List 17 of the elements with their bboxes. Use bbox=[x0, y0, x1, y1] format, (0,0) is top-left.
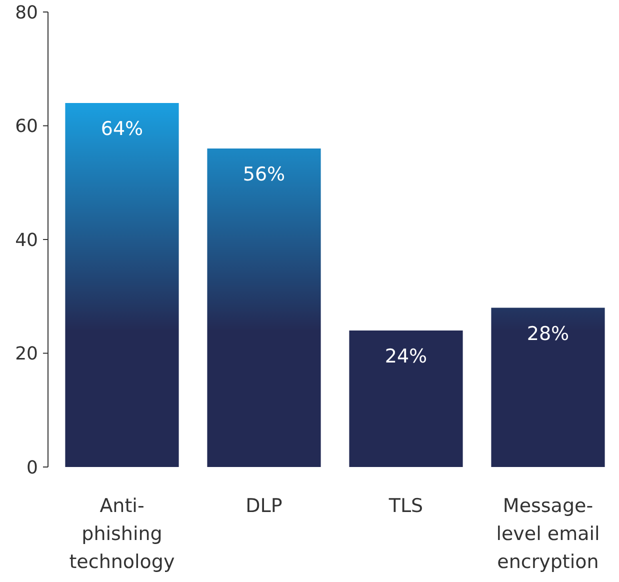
x-tick-label: Message-level email encryption bbox=[496, 495, 600, 573]
x-tick-label: TLS bbox=[388, 495, 424, 517]
x-tick-label: Anti-phishing technology bbox=[69, 495, 175, 573]
y-tick-label: 0 bbox=[26, 457, 38, 478]
bar bbox=[65, 103, 179, 467]
data-label: 56% bbox=[242, 164, 286, 186]
y-tick-label: 60 bbox=[15, 116, 38, 138]
bar bbox=[207, 148, 321, 467]
bar bbox=[349, 330, 463, 467]
data-label: 28% bbox=[526, 322, 570, 345]
data-label: 24% bbox=[384, 346, 428, 368]
x-tick-label: DLP bbox=[246, 495, 282, 517]
bar bbox=[491, 308, 605, 467]
y-tick-label: 20 bbox=[15, 344, 38, 365]
y-tick-label: 40 bbox=[15, 230, 38, 251]
data-label: 64% bbox=[100, 118, 144, 140]
y-tick-label: 80 bbox=[15, 2, 38, 24]
